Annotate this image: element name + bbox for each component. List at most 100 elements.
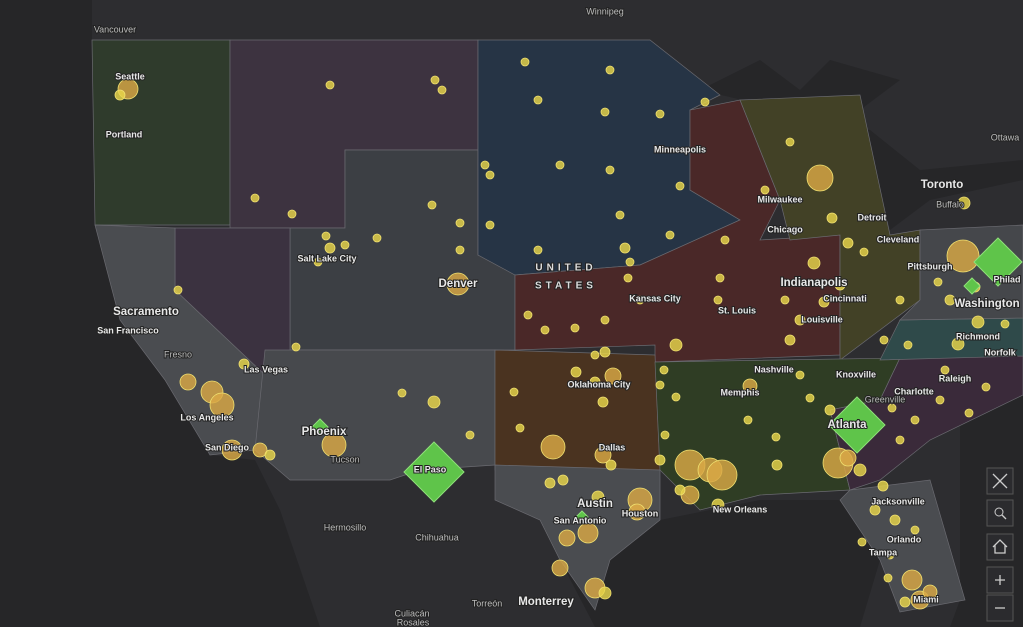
site-marker <box>665 230 675 240</box>
site-diamond <box>828 396 886 454</box>
site-marker <box>628 503 646 521</box>
site-marker <box>264 449 276 461</box>
site-marker <box>806 164 834 192</box>
site-marker <box>895 435 905 445</box>
site-marker <box>430 75 440 85</box>
site-marker <box>485 170 495 180</box>
site-marker <box>853 463 867 477</box>
city-label: Toronto <box>921 179 964 191</box>
site-marker <box>771 459 783 471</box>
site-marker <box>780 295 790 305</box>
zoom-out-button[interactable] <box>986 594 1014 622</box>
city-label: Knoxville <box>836 369 876 379</box>
site-marker <box>509 387 519 397</box>
site-marker <box>785 137 795 147</box>
site-marker <box>590 350 600 360</box>
site-diamond <box>575 510 589 524</box>
site-marker <box>889 514 901 526</box>
site-marker <box>291 342 301 352</box>
site-marker <box>674 484 686 496</box>
site-marker <box>784 334 796 346</box>
city-label: Detroit <box>858 212 887 222</box>
city-label: Rosales <box>397 617 430 627</box>
site-marker <box>675 181 685 191</box>
site-marker <box>899 596 911 608</box>
site-marker <box>1000 319 1010 329</box>
city-label: Monterrey <box>518 596 574 608</box>
site-marker <box>795 370 805 380</box>
city-label: Oklahoma City <box>567 379 630 389</box>
site-marker <box>659 365 669 375</box>
site-diamond <box>311 418 329 436</box>
site-marker <box>340 240 350 250</box>
zoom-in-button[interactable] <box>986 566 1014 594</box>
site-marker <box>480 160 490 170</box>
site-marker <box>179 373 197 391</box>
city-label: San Antonio <box>554 515 607 525</box>
city-label: Winnipeg <box>586 6 624 16</box>
site-marker <box>465 430 475 440</box>
country-label: UNITED <box>535 263 596 274</box>
city-label: Greenville <box>865 394 906 404</box>
city-label: Portland <box>106 129 143 139</box>
site-marker <box>570 323 580 333</box>
city-label: Kansas City <box>629 293 681 303</box>
site-marker <box>605 459 617 471</box>
site-marker <box>910 415 920 425</box>
map-controls <box>986 467 1014 622</box>
site-marker <box>715 273 725 283</box>
city-label: Jacksonville <box>871 496 925 506</box>
city-label: Houston <box>622 508 659 518</box>
site-marker <box>287 209 297 219</box>
site-marker <box>533 95 543 105</box>
fullscreen-button[interactable] <box>986 467 1014 495</box>
site-marker <box>671 392 681 402</box>
site-marker <box>957 196 971 210</box>
site-marker <box>859 247 869 257</box>
site-marker <box>933 277 943 287</box>
site-marker <box>706 459 738 491</box>
site-marker <box>625 257 635 267</box>
city-label: Las Vegas <box>244 364 288 374</box>
site-marker <box>523 310 533 320</box>
home-button[interactable] <box>986 533 1014 561</box>
site-marker <box>540 325 550 335</box>
city-label: Los Angeles <box>180 412 233 422</box>
site-marker <box>577 522 599 544</box>
city-label: Salt Lake City <box>297 253 356 263</box>
city-label: Milwaukee <box>757 194 802 204</box>
site-marker <box>869 504 881 516</box>
city-label: Richmond <box>956 331 1000 341</box>
site-marker <box>570 366 582 378</box>
city-label: Cincinnati <box>823 293 867 303</box>
site-marker <box>455 245 465 255</box>
site-marker <box>655 109 665 119</box>
site-marker <box>321 231 331 241</box>
site-marker <box>325 80 335 90</box>
site-marker <box>520 57 530 67</box>
site-marker <box>720 235 730 245</box>
site-diamond <box>963 277 981 295</box>
city-label: Atlanta <box>828 419 868 431</box>
site-marker <box>619 242 631 254</box>
country-label: STATES <box>535 281 597 292</box>
labels: Vancouver Winnipeg Seattle Portland Ottawa Mi… <box>93 5 1022 627</box>
city-label: Chicago <box>767 224 803 234</box>
region <box>739 94 921 361</box>
site-marker <box>533 245 543 255</box>
city-label: Hermosillo <box>324 522 367 532</box>
site-marker <box>605 65 615 75</box>
city-label: Phoenix <box>302 426 347 438</box>
site-marker <box>605 165 615 175</box>
city-label: Washington <box>954 298 1019 310</box>
city-label: New Orleans <box>713 504 768 514</box>
city-label: Miami <box>913 594 939 604</box>
region <box>494 464 661 611</box>
city-label: Seattle <box>115 71 145 81</box>
city-label: Buffalo <box>936 199 964 209</box>
search-button[interactable] <box>986 499 1014 527</box>
site-marker <box>895 295 905 305</box>
site-marker <box>834 279 846 291</box>
site-marker <box>857 537 867 547</box>
site-marker <box>807 256 821 270</box>
